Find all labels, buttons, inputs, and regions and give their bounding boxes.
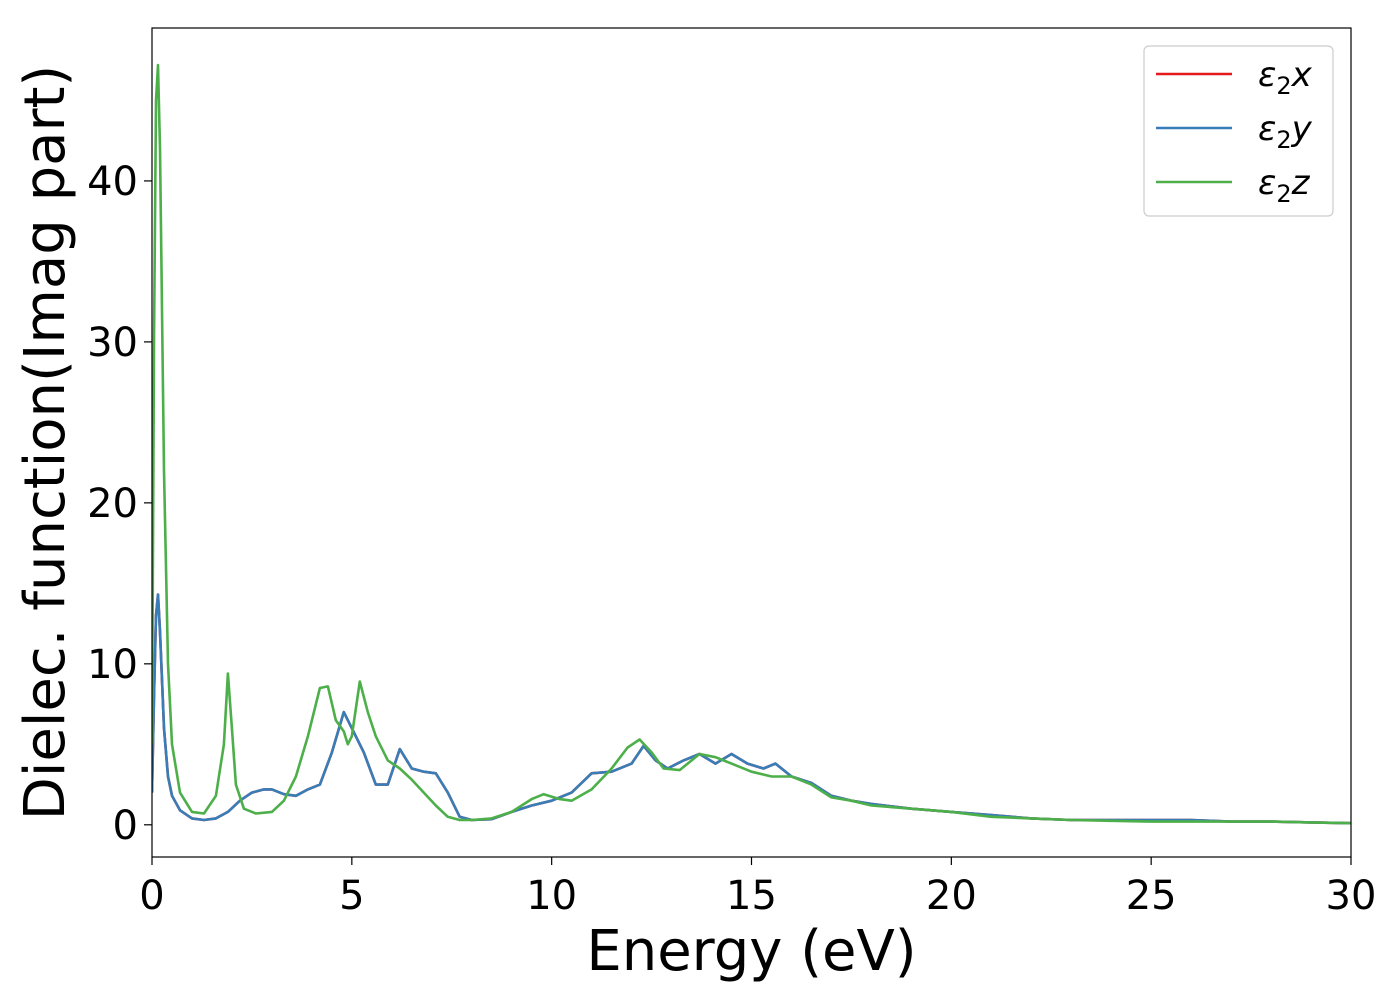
legend-entry-x: ε2x (1156, 55, 1313, 100)
x-tick-label: 20 (926, 873, 977, 919)
series-line-z (152, 63, 1351, 825)
legend: ε2x ε2y ε2z (1143, 45, 1334, 217)
plot-frame (151, 27, 1352, 858)
legend-entry-y: ε2y (1156, 109, 1313, 154)
y-axis-title: Dielec. function(Imag part) (13, 65, 78, 821)
x-tick-label: 30 (1326, 873, 1377, 919)
legend-label: ε2z (1258, 163, 1311, 208)
y-tick-label: 40 (87, 159, 138, 205)
y-axis-ticks: 0 10 20 30 40 (87, 159, 152, 849)
y-tick-label: 10 (87, 642, 138, 688)
y-tick-label: 20 (87, 481, 138, 527)
x-tick-label: 25 (1126, 873, 1177, 919)
x-tick-label: 10 (526, 873, 577, 919)
y-tick-label: 0 (113, 803, 138, 849)
legend-box (1143, 45, 1334, 217)
x-axis-ticks: 0 5 10 15 20 25 30 (139, 857, 1376, 919)
x-tick-label: 15 (726, 873, 777, 919)
x-tick-label: 5 (339, 873, 364, 919)
legend-entry-z: ε2z (1156, 163, 1311, 208)
legend-label: ε2y (1258, 109, 1313, 154)
y-tick-label: 30 (87, 320, 138, 366)
x-axis-title: Energy (eV) (586, 919, 916, 984)
legend-label: ε2x (1258, 55, 1313, 100)
x-tick-label: 0 (139, 873, 164, 919)
plot-area (152, 63, 1351, 825)
